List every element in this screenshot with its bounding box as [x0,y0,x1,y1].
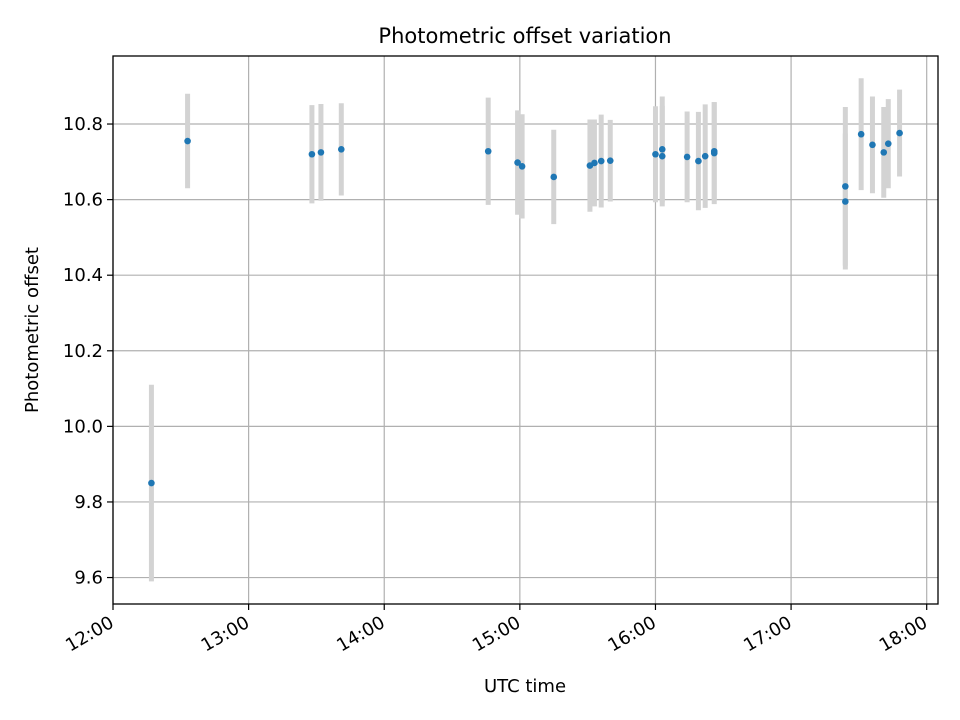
y-tick-label: 10.8 [63,114,103,135]
data-point [842,183,849,190]
data-point [308,150,316,158]
data-point [695,157,702,165]
y-tick-label: 9.8 [74,492,103,513]
y-tick-label: 10.6 [63,190,103,211]
grid [112,56,938,604]
data-point [148,479,155,487]
data-point [869,141,876,149]
data-point [658,152,666,160]
data-point [842,198,849,205]
data-points [148,129,903,487]
y-tick-label: 10.4 [63,265,103,286]
data-point [884,140,892,147]
data-point [880,149,888,156]
data-point [606,157,614,164]
chart-title: Photometric offset variation [378,24,671,48]
data-point [337,146,345,153]
plot-frame [112,55,939,605]
data-point [658,146,666,153]
data-point [597,157,605,165]
y-axis-ticks: 9.6 9.8 10.0 10.2 10.4 10.6 10.8 [63,114,113,589]
data-point [701,152,709,160]
y-axis-label: Photometric offset [22,247,43,413]
data-point [550,173,558,181]
x-axis-label: UTC time [484,676,566,697]
data-point [518,163,526,170]
data-point [484,147,492,155]
data-point [652,150,659,158]
data-point [857,130,865,138]
data-point [317,149,325,156]
data-point [514,159,521,166]
y-tick-label: 10.2 [63,341,103,362]
data-point [591,159,598,167]
data-point [710,147,718,155]
data-point [896,129,903,137]
data-point [683,153,691,161]
data-point [184,137,191,145]
y-tick-label: 10.0 [63,416,103,437]
y-tick-label: 9.6 [74,568,103,589]
